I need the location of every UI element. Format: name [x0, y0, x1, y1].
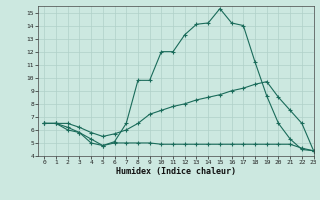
X-axis label: Humidex (Indice chaleur): Humidex (Indice chaleur)	[116, 167, 236, 176]
